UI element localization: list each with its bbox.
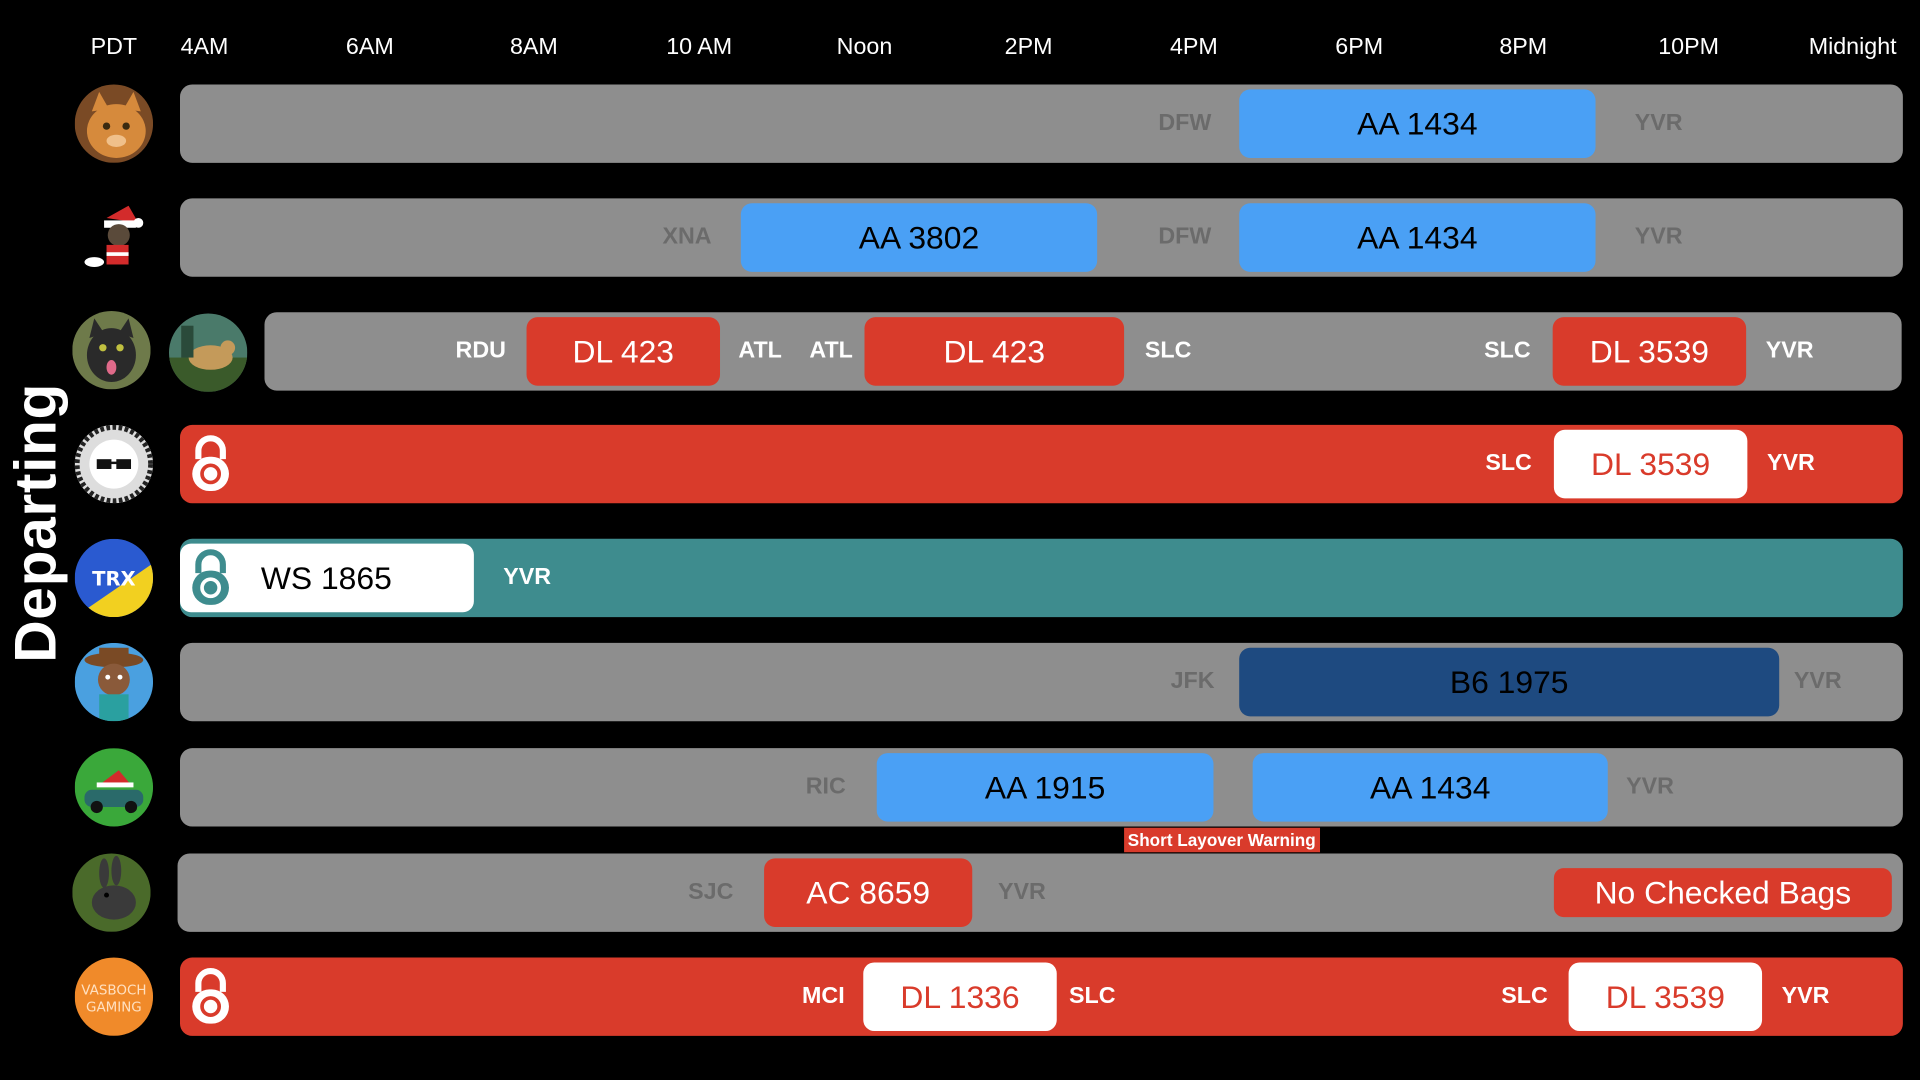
lock-icon [192, 435, 229, 492]
avatar-flag-logo[interactable]: TRX [74, 538, 154, 618]
lock-icon [192, 549, 229, 605]
short-layover-warning: Short Layover Warning [1124, 827, 1320, 853]
hour-label: Midnight [1808, 34, 1897, 61]
flight-segment[interactable]: AC 8659 [764, 858, 973, 927]
origin-code: SLC [1485, 450, 1532, 477]
itinerary-row-locked: MCI DL 1336 SLC SLC DL 3539 YVR [180, 957, 1903, 1036]
destination-code: YVR [1766, 450, 1815, 477]
flight-segment[interactable]: AA 1434 [1239, 203, 1596, 272]
svg-text:VASBOCH: VASBOCH [81, 983, 146, 998]
svg-text:TRX: TRX [92, 567, 136, 590]
flight-segment[interactable]: DL 3539 [1568, 962, 1763, 1032]
avatar-santa-character[interactable] [74, 198, 154, 277]
hour-label: Noon [836, 34, 893, 61]
departing-title: Departing [4, 382, 70, 663]
destination-code: YVR [1626, 773, 1674, 800]
avatar-santa-car[interactable] [74, 748, 154, 827]
origin-code: JFK [1170, 668, 1215, 695]
hour-label: 4PM [1169, 34, 1218, 61]
destination-code: YVR [997, 879, 1046, 905]
flight-segment[interactable]: DL 423 [864, 317, 1125, 386]
itinerary-row: DFW AA 1434 YVR [180, 84, 1903, 163]
connection-code: SLC [1068, 983, 1116, 1009]
svg-text:GAMING: GAMING [86, 1000, 142, 1015]
connection-code: SLC [1144, 337, 1192, 364]
flight-segment[interactable]: DL 3539 [1552, 317, 1747, 386]
itinerary-row: RDU DL 423 ATL ATL DL 423 SLC SLC DL 353… [264, 312, 1902, 391]
connection-code: SLC [1501, 983, 1548, 1009]
flight-segment[interactable]: WS 1865 [180, 543, 474, 613]
origin-code: RDU [455, 337, 506, 364]
timezone-label: PDT [90, 34, 138, 61]
avatar-rabbit[interactable] [72, 853, 151, 932]
origin-code: RIC [805, 773, 846, 800]
itinerary-row: JFK B6 1975 YVR [180, 642, 1903, 722]
itinerary-row: RIC AA 1915 AA 1434 YVR [180, 748, 1903, 827]
lock-icon [192, 967, 229, 1024]
connection-code: ATL [738, 337, 782, 364]
flight-segment[interactable]: DL 423 [526, 317, 721, 386]
destination-code: YVR [503, 564, 552, 591]
origin-code: XNA [662, 224, 712, 250]
itinerary-row: XNA AA 3802 DFW AA 1434 YVR [180, 198, 1903, 277]
destination-code: YVR [1634, 110, 1683, 136]
hour-label: 2PM [1004, 34, 1053, 61]
origin-code: MCI [802, 983, 845, 1009]
hour-label: 10PM [1658, 34, 1719, 61]
avatar-cat[interactable] [74, 84, 154, 163]
hour-label: 8AM [509, 34, 558, 61]
destination-code: YVR [1765, 337, 1814, 364]
hour-label: 8PM [1499, 34, 1548, 61]
avatar-gaming-logo[interactable]: VASBOCH GAMING [74, 957, 154, 1036]
connection-code: ATL [809, 337, 853, 364]
flight-segment[interactable]: AA 1915 [876, 753, 1214, 822]
connection-code: SLC [1484, 337, 1531, 364]
hour-label: 10 AM [666, 34, 733, 61]
flight-segment[interactable]: AA 3802 [740, 203, 1098, 272]
no-checked-bags-badge: No Checked Bags [1553, 868, 1892, 918]
flight-segment[interactable]: AA 1434 [1252, 753, 1608, 822]
avatar-glasses-doodle[interactable] [74, 424, 154, 504]
avatar-cowboy-character[interactable] [74, 642, 154, 722]
avatar-cat-tongue[interactable] [72, 311, 151, 390]
itinerary-row-locked: WS 1865 YVR [180, 538, 1903, 618]
hour-label: 6PM [1335, 34, 1384, 61]
flight-segment[interactable]: DL 3539 [1553, 429, 1748, 499]
flight-segment[interactable]: B6 1975 [1239, 647, 1780, 717]
hour-label: 6AM [345, 34, 394, 61]
itinerary-row-locked: SLC DL 3539 YVR [180, 424, 1903, 504]
origin-code: DFW [1158, 110, 1212, 136]
destination-code: YVR [1781, 983, 1830, 1009]
connection-code: DFW [1158, 224, 1212, 250]
flight-segment[interactable]: AA 1434 [1239, 89, 1596, 158]
avatar-landscape-creature[interactable] [168, 313, 248, 392]
destination-code: YVR [1634, 224, 1683, 250]
flight-segment[interactable]: DL 1336 [863, 962, 1057, 1032]
destination-code: YVR [1793, 668, 1842, 695]
hour-label: 4AM [180, 34, 229, 61]
origin-code: SJC [688, 879, 734, 905]
